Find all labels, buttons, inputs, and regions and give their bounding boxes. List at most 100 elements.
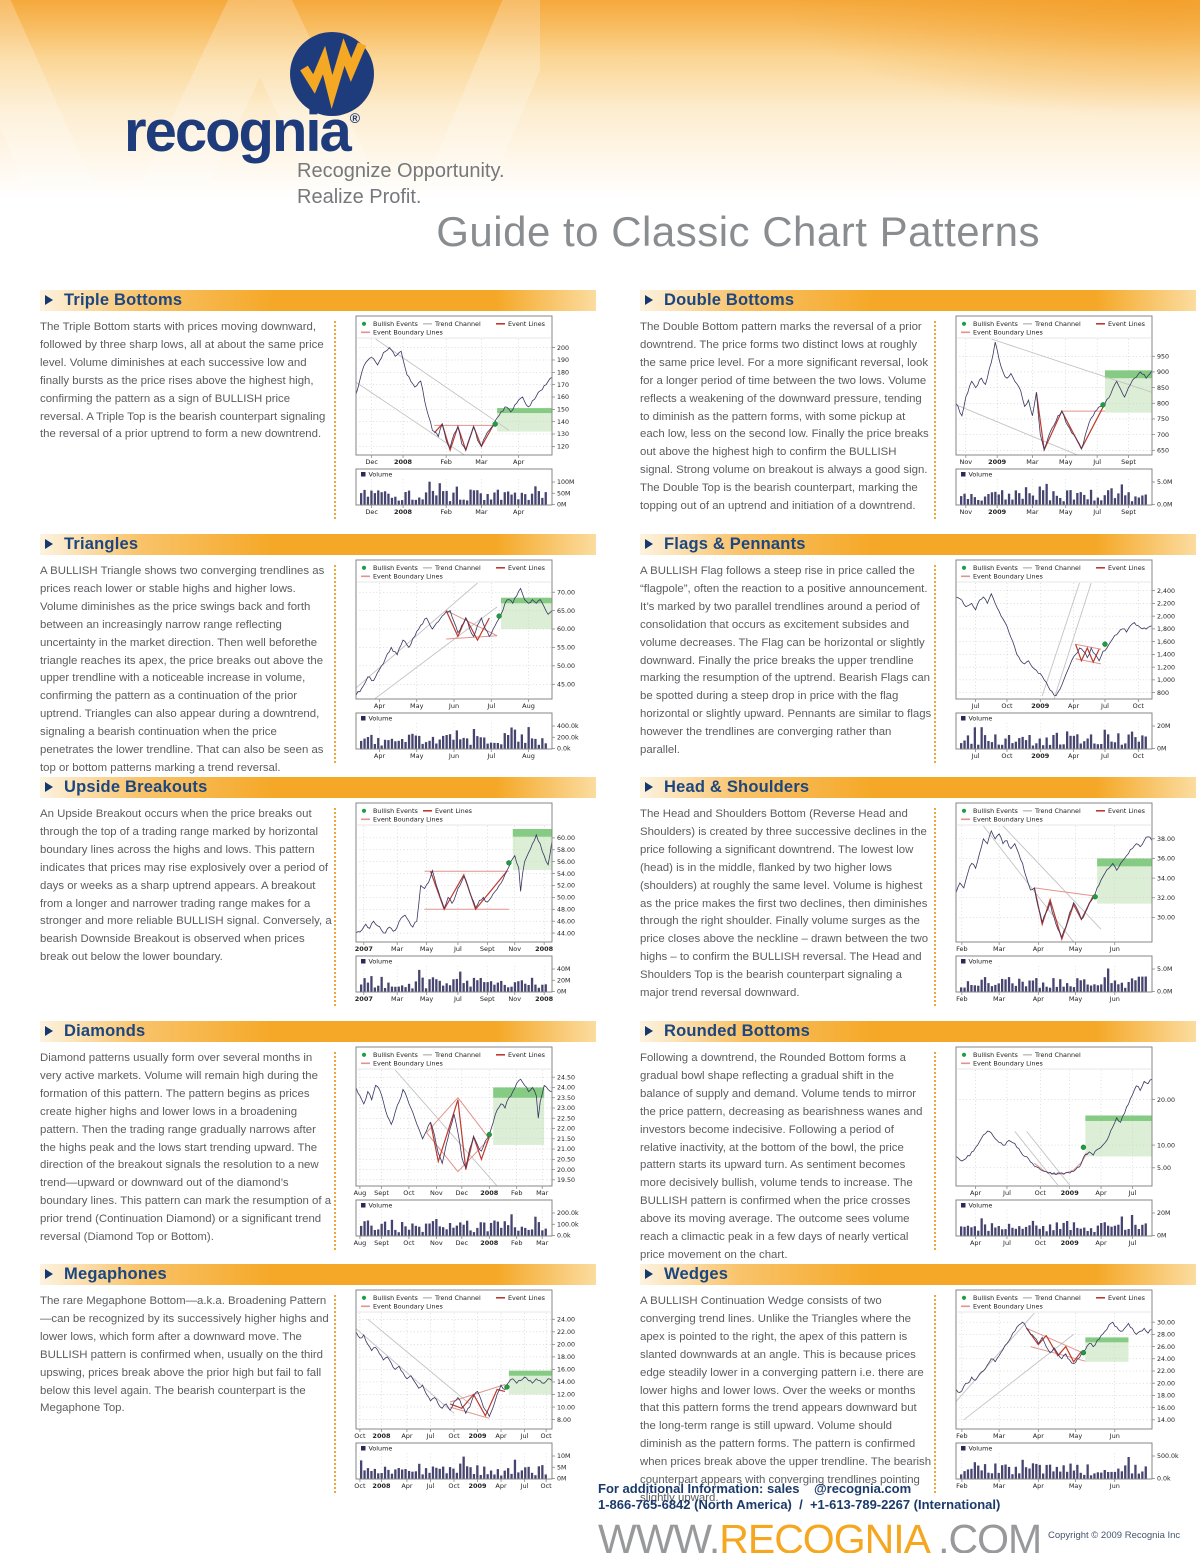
svg-text:Jun: Jun — [1109, 995, 1120, 1003]
svg-text:Oct: Oct — [1035, 1189, 1047, 1197]
svg-text:Bullish Events: Bullish Events — [973, 1294, 1018, 1302]
svg-text:Apr: Apr — [495, 1482, 507, 1490]
svg-text:2009: 2009 — [1061, 1189, 1080, 1197]
svg-text:Apr: Apr — [401, 1482, 413, 1490]
svg-text:Bullish Events: Bullish Events — [973, 320, 1018, 328]
svg-text:0.0M: 0.0M — [1157, 989, 1172, 996]
svg-text:Jul: Jul — [1002, 1239, 1011, 1247]
svg-text:650: 650 — [1157, 447, 1169, 454]
section-body: The Double Bottom pattern marks the reve… — [640, 321, 929, 513]
svg-text:1,200: 1,200 — [1157, 664, 1175, 671]
svg-text:24.50: 24.50 — [557, 1074, 575, 1081]
svg-text:Apr: Apr — [1033, 1482, 1045, 1490]
svg-text:Nov: Nov — [430, 1239, 443, 1247]
svg-text:21.50: 21.50 — [557, 1136, 575, 1143]
svg-text:Feb: Feb — [440, 508, 452, 516]
section-body: Following a downtrend, the Rounded Botto… — [640, 1052, 923, 1261]
svg-text:Jul: Jul — [971, 702, 980, 710]
section-arrow-icon — [45, 1026, 53, 1036]
svg-text:Volume: Volume — [969, 1202, 993, 1210]
svg-text:0M: 0M — [557, 1476, 566, 1483]
svg-text:170: 170 — [557, 382, 569, 389]
svg-text:950: 950 — [1157, 353, 1169, 360]
svg-text:Jul: Jul — [1127, 1189, 1136, 1197]
svg-text:2008: 2008 — [480, 1239, 499, 1247]
dotted-divider — [934, 1052, 936, 1250]
svg-text:Event Lines: Event Lines — [508, 1294, 546, 1302]
svg-text:Volume: Volume — [369, 715, 393, 723]
svg-text:Oct: Oct — [1001, 702, 1013, 710]
brand-wordmark: recognia® — [124, 98, 360, 165]
svg-text:May: May — [420, 945, 434, 953]
dotted-divider — [934, 808, 936, 1006]
svg-text:26.00: 26.00 — [1157, 1344, 1175, 1351]
svg-text:Trend Channel: Trend Channel — [1034, 1294, 1081, 1302]
section-title: Flags & Pennants — [664, 535, 806, 553]
svg-text:2007: 2007 — [355, 995, 373, 1003]
svg-text:Jul: Jul — [1100, 752, 1109, 760]
section-body: A BULLISH Triangle shows two converging … — [40, 565, 325, 774]
svg-text:Oct: Oct — [540, 1432, 552, 1440]
svg-text:Sept: Sept — [480, 945, 495, 953]
svg-text:Mar: Mar — [475, 508, 488, 516]
svg-text:Bullish Events: Bullish Events — [373, 320, 418, 328]
svg-text:Jun: Jun — [1109, 1482, 1120, 1490]
section-header-bar: Triple Bottoms — [40, 290, 596, 311]
svg-text:Jul: Jul — [486, 752, 495, 760]
svg-text:Bullish Events: Bullish Events — [373, 1051, 418, 1059]
svg-text:2009: 2009 — [468, 1482, 487, 1490]
section-header-bar: Rounded Bottoms — [640, 1021, 1196, 1042]
section-arrow-icon — [645, 1026, 653, 1036]
svg-text:50.00: 50.00 — [557, 895, 575, 902]
section-body: The rare Megaphone Bottom—a.k.a. Broaden… — [40, 1295, 329, 1415]
svg-text:Bullish Events: Bullish Events — [973, 807, 1018, 815]
svg-text:Event Boundary Lines: Event Boundary Lines — [373, 573, 443, 581]
svg-text:Event Lines: Event Lines — [1108, 564, 1146, 572]
svg-text:Aug: Aug — [354, 1239, 367, 1247]
svg-text:Trend Channel: Trend Channel — [1034, 1051, 1081, 1059]
svg-text:Event Boundary Lines: Event Boundary Lines — [973, 1060, 1043, 1068]
svg-text:120: 120 — [557, 444, 569, 451]
section-arrow-icon — [45, 539, 53, 549]
svg-text:16.00: 16.00 — [557, 1367, 575, 1374]
price-volume-chart: 44.00 46.00 48.00 50.00 52.00 54.00 56.00 58.00… — [355, 802, 575, 1003]
svg-text:Apr: Apr — [970, 1189, 982, 1197]
svg-text:Mar: Mar — [993, 1432, 1006, 1440]
svg-text:Feb: Feb — [511, 1189, 523, 1197]
svg-text:10M: 10M — [557, 1453, 570, 1460]
svg-text:2007: 2007 — [355, 945, 373, 953]
svg-text:34.00: 34.00 — [1157, 875, 1175, 882]
svg-text:Sept: Sept — [480, 995, 495, 1003]
svg-text:Trend Channel: Trend Channel — [1034, 320, 1081, 328]
svg-text:21.00: 21.00 — [557, 1146, 575, 1153]
svg-text:Sept: Sept — [374, 1239, 389, 1247]
svg-text:Volume: Volume — [969, 471, 993, 479]
svg-text:Bullish Events: Bullish Events — [373, 1294, 418, 1302]
svg-text:36.00: 36.00 — [1157, 856, 1175, 863]
svg-text:40M: 40M — [557, 966, 570, 973]
svg-text:20.00: 20.00 — [1157, 1380, 1175, 1387]
svg-text:0M: 0M — [1157, 1233, 1166, 1240]
svg-text:May: May — [1059, 508, 1073, 516]
svg-text:May: May — [1069, 1432, 1083, 1440]
svg-text:Trend Channel: Trend Channel — [434, 1051, 481, 1059]
svg-text:Oct: Oct — [1133, 702, 1145, 710]
w-watermark-icon — [0, 0, 540, 300]
svg-text:Jul: Jul — [1127, 1239, 1136, 1247]
svg-text:Aug: Aug — [522, 752, 535, 760]
svg-text:24.00: 24.00 — [557, 1085, 575, 1092]
svg-text:28.00: 28.00 — [1157, 1332, 1175, 1339]
svg-text:Dec: Dec — [456, 1239, 469, 1247]
chart-rounded-bottoms: 5.00 10.00 20.00 Apr Jul Oct 2009 Apr Jul Bullish… — [950, 1045, 1196, 1255]
svg-text:Volume: Volume — [369, 958, 393, 966]
url-brand: RECOGNIA — [719, 1515, 928, 1553]
tagline: Recognize Opportunity. Realize Profit. — [297, 158, 505, 210]
section-header-bar: Flags & Pennants — [640, 534, 1196, 555]
svg-text:46.00: 46.00 — [557, 918, 575, 925]
section-header-bar: Double Bottoms — [640, 290, 1196, 311]
svg-text:Trend Channel: Trend Channel — [434, 564, 481, 572]
svg-text:Trend Channel: Trend Channel — [1034, 807, 1081, 815]
svg-text:Jun: Jun — [448, 702, 459, 710]
svg-text:Feb: Feb — [956, 1482, 968, 1490]
